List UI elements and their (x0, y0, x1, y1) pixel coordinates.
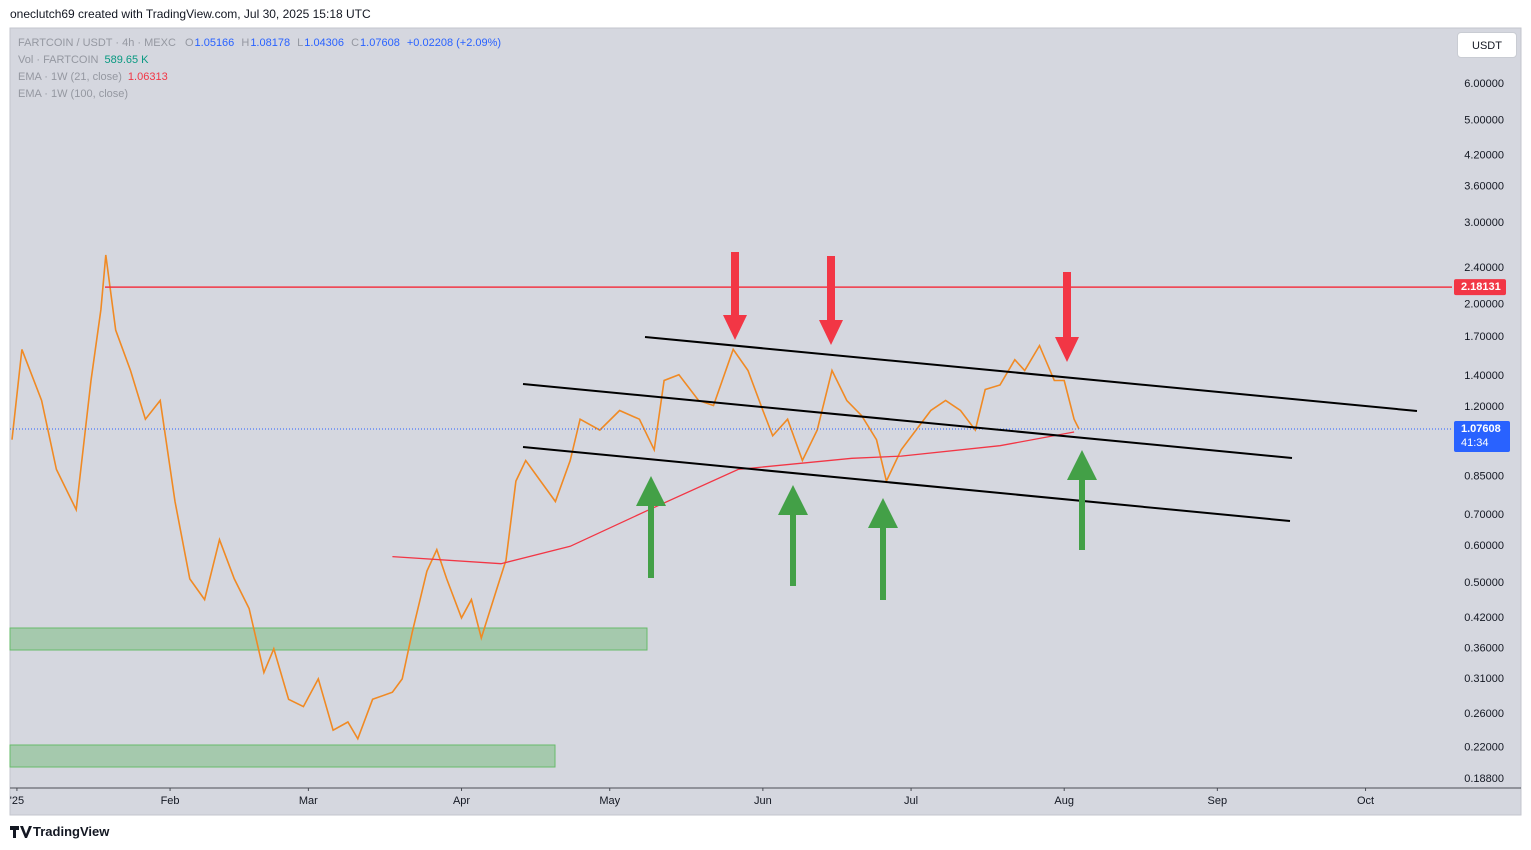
y-tick-label: 0.50000 (1464, 577, 1504, 589)
legend-value: 1.06313 (127, 71, 168, 83)
y-tick-label: 6.00000 (1464, 78, 1504, 90)
channel-line (522, 383, 1293, 459)
y-tick-label: 2.00000 (1464, 298, 1504, 310)
y-tick-label: 5.00000 (1464, 115, 1504, 127)
legend-row: EMA · 1W (100, close) (18, 86, 505, 103)
last-price-box (1454, 421, 1510, 453)
x-tick-label: '25 (10, 795, 24, 807)
plot-area (10, 254, 1452, 741)
y-tick-label: 0.36000 (1464, 643, 1504, 655)
y-tick-label: 0.60000 (1464, 540, 1504, 552)
price-line (11, 254, 1080, 741)
logo (10, 826, 32, 838)
legend-key: O (184, 37, 194, 49)
support-zone (9, 627, 648, 651)
y-tick-label: 0.31000 (1464, 673, 1504, 685)
x-tick-label: Jun (754, 795, 772, 807)
legend-row: Vol · FARTCOIN 589.65 K (18, 52, 505, 69)
y-tick-label: 3.60000 (1464, 180, 1504, 192)
y-tick-label: 0.18800 (1464, 773, 1504, 785)
chart-background (9, 27, 1522, 816)
legend-row: EMA · 1W (21, close) 1.06313 (18, 69, 505, 86)
arrow-down (819, 256, 843, 345)
price-axis: 6.00000 5.00000 4.20000 3.60000 3.00000 2.400… (10, 78, 1510, 807)
x-tick-label: Feb (161, 795, 180, 807)
arrow-up (636, 476, 666, 578)
legend-value: 1.07608 (360, 37, 400, 49)
channel-line (644, 336, 1418, 412)
legend: FARTCOIN / USDT · 4h · MEXC O1.05166 H1.… (18, 35, 505, 103)
x-tick-label: Mar (299, 795, 318, 807)
y-tick-label: 1.20000 (1464, 401, 1504, 413)
y-tick-label: 0.85000 (1464, 470, 1504, 482)
price-line (392, 431, 1075, 565)
arrow-up (778, 485, 808, 586)
legend-key: H (241, 37, 250, 49)
footer-brand: TradingView (33, 824, 110, 839)
support-arrows (636, 450, 1097, 600)
arrow-down (723, 252, 747, 340)
y-tick-label: 0.26000 (1464, 708, 1504, 720)
support-zone (9, 744, 556, 768)
arrow-down (1055, 272, 1079, 362)
y-tick-label: 2.40000 (1464, 262, 1504, 274)
x-tick-label: Jul (904, 795, 918, 807)
last-price-label: 1.07608 (1461, 423, 1501, 435)
level-label: 2.18131 (1461, 281, 1501, 293)
legend-key: C (351, 37, 360, 49)
y-tick-label: 0.22000 (1464, 742, 1504, 754)
y-tick-label: 3.00000 (1464, 217, 1504, 229)
x-tick-label: Oct (1357, 795, 1374, 807)
legend-change: +0.02208 (+2.09%) (406, 37, 502, 49)
arrow-up (868, 498, 898, 600)
symbol: FARTCOIN / USDT · 4h · MEXC (18, 37, 176, 49)
x-tick-label: May (599, 795, 620, 807)
header: oneclutch69 created with TradingView.com… (10, 7, 371, 21)
currency-button[interactable]: USDT (1457, 32, 1517, 58)
y-tick-label: 1.40000 (1464, 370, 1504, 382)
legend-name: EMA · 1W (21, close) (18, 71, 122, 83)
legend-value: 1.05166 (194, 37, 235, 49)
channel-line (522, 446, 1291, 522)
legend-key: L (297, 37, 304, 49)
legend-name: Vol · FARTCOIN (18, 54, 99, 66)
legend-value: 589.65 K (104, 54, 149, 66)
countdown-label: 41:34 (1461, 437, 1489, 449)
y-tick-label: 4.20000 (1464, 150, 1504, 162)
arrow-up (1067, 450, 1097, 550)
y-tick-label: 0.70000 (1464, 509, 1504, 521)
legend-value: 1.04306 (304, 37, 345, 49)
y-tick-label: 0.42000 (1464, 612, 1504, 624)
y-tick-label: 1.70000 (1464, 331, 1504, 343)
x-tick-label: Aug (1054, 795, 1074, 807)
legend-row: FARTCOIN / USDT · 4h · MEXC O1.05166 H1.… (18, 35, 505, 52)
resistance-arrows (723, 252, 1079, 362)
legend-name: EMA · 1W (100, close) (18, 88, 129, 100)
legend-value: 1.08178 (250, 37, 291, 49)
x-tick-label: Sep (1208, 795, 1228, 807)
level-label-box (1454, 279, 1506, 296)
x-tick-label: Apr (453, 795, 470, 807)
